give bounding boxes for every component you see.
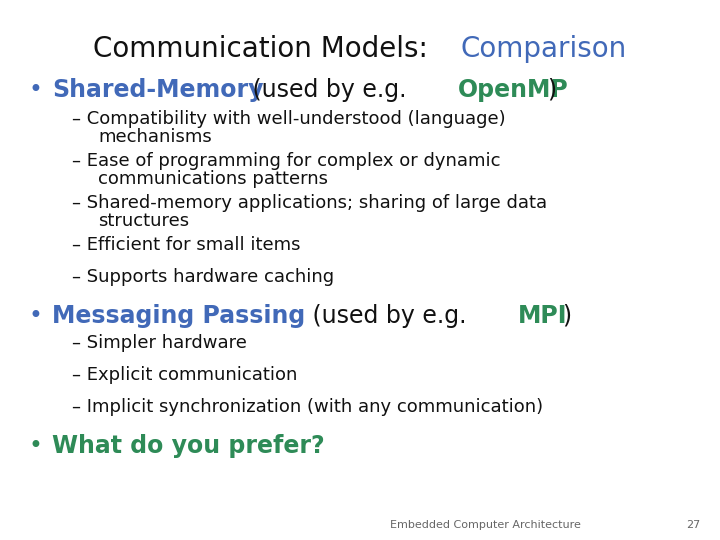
Text: Messaging Passing: Messaging Passing: [52, 304, 305, 328]
Text: •: •: [28, 434, 42, 458]
Text: ): ): [547, 78, 557, 102]
Text: Comparison: Comparison: [460, 35, 626, 63]
Text: – Ease of programming for complex or dynamic: – Ease of programming for complex or dyn…: [72, 152, 500, 170]
Text: – Implicit synchronization (with any communication): – Implicit synchronization (with any com…: [72, 398, 543, 416]
Text: Embedded Computer Architecture: Embedded Computer Architecture: [390, 520, 581, 530]
Text: – Efficient for small items: – Efficient for small items: [72, 236, 300, 254]
Text: •: •: [28, 304, 42, 328]
Text: – Simpler hardware: – Simpler hardware: [72, 334, 247, 352]
Text: – Explicit communication: – Explicit communication: [72, 366, 297, 384]
Text: ): ): [562, 304, 571, 328]
Text: Shared-Memory: Shared-Memory: [52, 78, 264, 102]
Text: •: •: [28, 78, 42, 102]
Text: (used by e.g.: (used by e.g.: [246, 78, 415, 102]
Text: MPI: MPI: [518, 304, 567, 328]
Text: – Compatibility with well-understood (language): – Compatibility with well-understood (la…: [72, 110, 505, 128]
Text: – Shared-memory applications; sharing of large data: – Shared-memory applications; sharing of…: [72, 194, 547, 212]
Text: structures: structures: [98, 212, 189, 230]
Text: What do you prefer?: What do you prefer?: [52, 434, 325, 458]
Text: Communication Models:: Communication Models:: [94, 35, 437, 63]
Text: – Supports hardware caching: – Supports hardware caching: [72, 268, 334, 286]
Text: 27: 27: [685, 520, 700, 530]
Text: OpenMP: OpenMP: [458, 78, 569, 102]
Text: (used by e.g.: (used by e.g.: [305, 304, 474, 328]
Text: communications patterns: communications patterns: [98, 170, 328, 188]
Text: mechanisms: mechanisms: [98, 128, 212, 146]
